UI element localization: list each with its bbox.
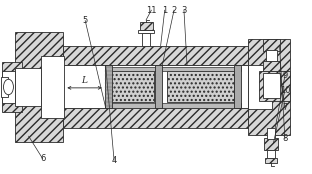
Bar	[155, 65, 162, 108]
Bar	[262, 39, 280, 51]
Text: 1: 1	[162, 6, 167, 15]
Bar	[142, 33, 150, 46]
Text: 2: 2	[171, 6, 177, 15]
Bar	[63, 46, 248, 65]
Bar	[2, 62, 22, 112]
Bar	[63, 65, 248, 108]
Bar	[248, 39, 290, 135]
Bar	[1, 77, 8, 97]
Bar	[105, 65, 112, 108]
Text: 9: 9	[282, 71, 288, 80]
Text: 4: 4	[111, 156, 117, 165]
Text: 6: 6	[40, 154, 45, 163]
Bar	[265, 158, 277, 163]
Bar	[15, 68, 41, 106]
Bar	[248, 65, 272, 109]
Text: 3: 3	[181, 6, 187, 15]
Text: 10: 10	[280, 86, 290, 95]
Bar	[267, 128, 275, 139]
Bar	[234, 65, 241, 108]
Bar	[2, 71, 15, 103]
Text: 5: 5	[83, 16, 88, 25]
Bar	[259, 71, 290, 101]
Bar	[138, 30, 154, 33]
Bar	[264, 138, 278, 150]
Bar	[105, 103, 241, 108]
Bar	[262, 73, 280, 98]
Text: 7: 7	[282, 103, 288, 112]
Bar	[15, 32, 63, 142]
Bar	[41, 56, 64, 118]
Text: 11: 11	[146, 6, 157, 15]
Bar	[63, 108, 248, 128]
Text: L: L	[81, 76, 87, 85]
Bar	[262, 61, 280, 71]
Bar	[139, 22, 153, 30]
Bar	[167, 72, 234, 102]
Ellipse shape	[3, 79, 13, 95]
Bar	[266, 150, 275, 158]
Text: 8: 8	[282, 134, 288, 143]
Bar	[111, 72, 154, 102]
Bar	[266, 50, 276, 61]
Bar	[105, 67, 241, 72]
